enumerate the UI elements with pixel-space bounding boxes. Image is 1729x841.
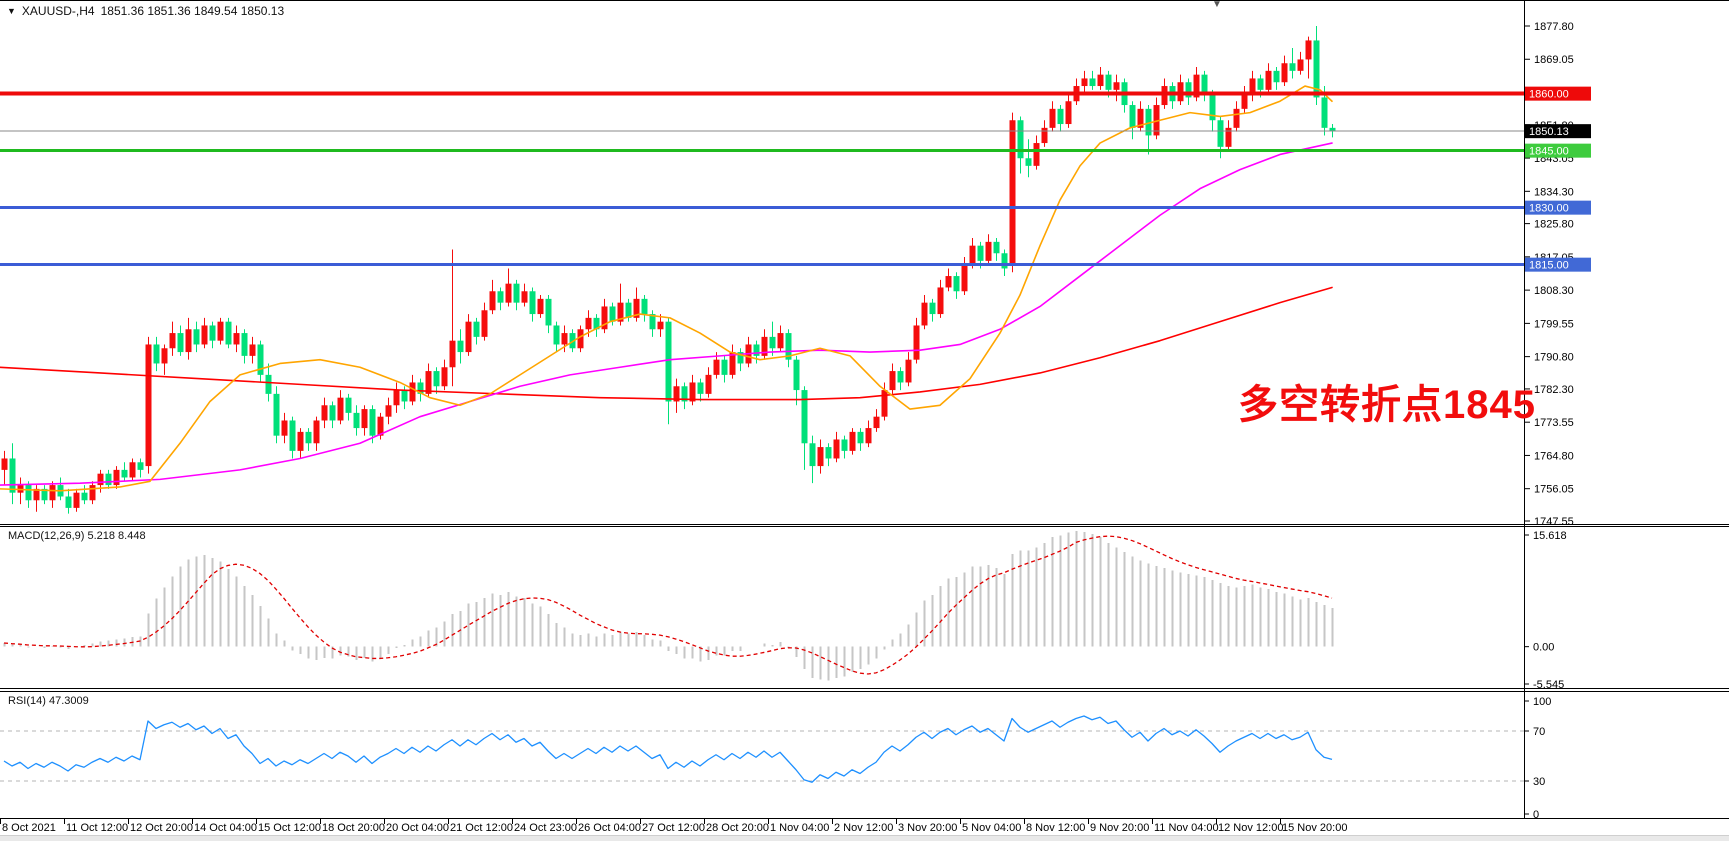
svg-text:15.618: 15.618 xyxy=(1533,530,1567,542)
svg-text:1782.30: 1782.30 xyxy=(1534,384,1574,396)
ma-fast-orange-line xyxy=(0,85,1333,492)
svg-text:1773.55: 1773.55 xyxy=(1534,417,1574,429)
svg-text:12 Nov 12:00: 12 Nov 12:00 xyxy=(1218,822,1283,834)
svg-text:100: 100 xyxy=(1533,696,1551,708)
svg-text:14 Oct 04:00: 14 Oct 04:00 xyxy=(194,822,257,834)
chart-text-annotation[interactable]: 多空转折点1845 xyxy=(1238,383,1536,427)
ma-slow-red-line xyxy=(0,286,1333,401)
chart-title-row: ▼ XAUUSD-,H4 1851.36 1851.36 1849.54 185… xyxy=(7,4,284,18)
ohlc-readout: 1851.36 1851.36 1849.54 1850.13 xyxy=(100,4,285,18)
svg-text:15 Oct 12:00: 15 Oct 12:00 xyxy=(258,822,321,834)
svg-text:11 Nov 04:00: 11 Nov 04:00 xyxy=(1154,822,1219,834)
macd-signal-line xyxy=(3,535,1333,675)
macd-histogram xyxy=(3,530,1334,681)
svg-text:1799.55: 1799.55 xyxy=(1534,318,1574,330)
horizontal-level-line-1845.00[interactable]: 1845.00 xyxy=(0,143,1591,158)
svg-text:26 Oct 04:00: 26 Oct 04:00 xyxy=(578,822,641,834)
svg-text:18 Oct 20:00: 18 Oct 20:00 xyxy=(322,822,385,834)
horizontal-level-line-1815.00[interactable]: 1815.00 xyxy=(0,257,1591,272)
rsi-level-lines xyxy=(0,730,1524,782)
svg-text:1747.55: 1747.55 xyxy=(1534,516,1574,528)
svg-text:1850.13: 1850.13 xyxy=(1529,126,1569,138)
svg-text:1 Nov 04:00: 1 Nov 04:00 xyxy=(770,822,829,834)
svg-text:27 Oct 12:00: 27 Oct 12:00 xyxy=(642,822,705,834)
svg-text:70: 70 xyxy=(1533,726,1545,738)
svg-text:1790.80: 1790.80 xyxy=(1534,352,1574,364)
svg-text:1764.80: 1764.80 xyxy=(1534,450,1574,462)
svg-text:1834.30: 1834.30 xyxy=(1534,186,1574,198)
svg-text:1815.00: 1815.00 xyxy=(1529,260,1569,272)
svg-text:20 Oct 04:00: 20 Oct 04:00 xyxy=(386,822,449,834)
svg-text:12 Oct 20:00: 12 Oct 20:00 xyxy=(130,822,193,834)
rsi-line xyxy=(3,715,1333,783)
candlesticks xyxy=(1,25,1336,514)
svg-text:30: 30 xyxy=(1533,776,1545,788)
svg-text:1756.05: 1756.05 xyxy=(1534,484,1574,496)
svg-text:5 Nov 04:00: 5 Nov 04:00 xyxy=(962,822,1021,834)
rsi-indicator-label: RSI(14) 47.3009 xyxy=(8,695,89,707)
price-scale[interactable]: 1877.801869.051851.801843.051834.301825.… xyxy=(1524,21,1574,528)
svg-text:-5.545: -5.545 xyxy=(1533,679,1564,691)
svg-text:1845.00: 1845.00 xyxy=(1529,146,1569,158)
svg-text:3 Nov 20:00: 3 Nov 20:00 xyxy=(898,822,957,834)
symbol-title: XAUUSD-,H4 xyxy=(21,4,95,18)
svg-text:15 Nov 20:00: 15 Nov 20:00 xyxy=(1282,822,1347,834)
horizontal-level-line-1830.00[interactable]: 1830.00 xyxy=(0,200,1591,215)
time-scale[interactable]: 8 Oct 2021 11 Oct 12:00 12 Oct 20:00 14 Oct… xyxy=(0,819,1348,834)
ma-mid-magenta-line xyxy=(0,142,1333,486)
svg-text:8 Nov 12:00: 8 Nov 12:00 xyxy=(1026,822,1085,834)
svg-text:0.00: 0.00 xyxy=(1533,642,1554,654)
svg-text:28 Oct 20:00: 28 Oct 20:00 xyxy=(706,822,769,834)
svg-text:8 Oct 2021: 8 Oct 2021 xyxy=(2,822,56,834)
status-strip xyxy=(0,836,1729,841)
indicator-scales[interactable]: 15.618 0.00 -5.545 100 70 30 0 xyxy=(1524,530,1567,821)
horizontal-level-line-1860.00[interactable]: 1860.00 xyxy=(0,86,1591,101)
svg-text:11 Oct 12:00: 11 Oct 12:00 xyxy=(66,822,128,834)
svg-text:1808.30: 1808.30 xyxy=(1534,285,1574,297)
chart-shift-marker-icon[interactable]: ▼ xyxy=(1212,0,1222,10)
macd-indicator-label: MACD(12,26,9) 5.218 8.448 xyxy=(8,530,146,542)
svg-text:1869.05: 1869.05 xyxy=(1534,54,1574,66)
svg-text:2 Nov 12:00: 2 Nov 12:00 xyxy=(834,822,893,834)
svg-text:21 Oct 12:00: 21 Oct 12:00 xyxy=(450,822,513,834)
svg-text:0: 0 xyxy=(1533,809,1539,821)
symbol-dropdown-icon[interactable]: ▼ xyxy=(7,6,16,16)
svg-text:24 Oct 23:00: 24 Oct 23:00 xyxy=(514,822,577,834)
svg-text:9 Nov 20:00: 9 Nov 20:00 xyxy=(1090,822,1149,834)
svg-text:1825.80: 1825.80 xyxy=(1534,219,1574,231)
svg-text:1830.00: 1830.00 xyxy=(1529,203,1569,215)
svg-text:1877.80: 1877.80 xyxy=(1534,21,1574,33)
current-price-line: 1850.13 xyxy=(0,124,1591,139)
svg-text:1860.00: 1860.00 xyxy=(1529,89,1569,101)
